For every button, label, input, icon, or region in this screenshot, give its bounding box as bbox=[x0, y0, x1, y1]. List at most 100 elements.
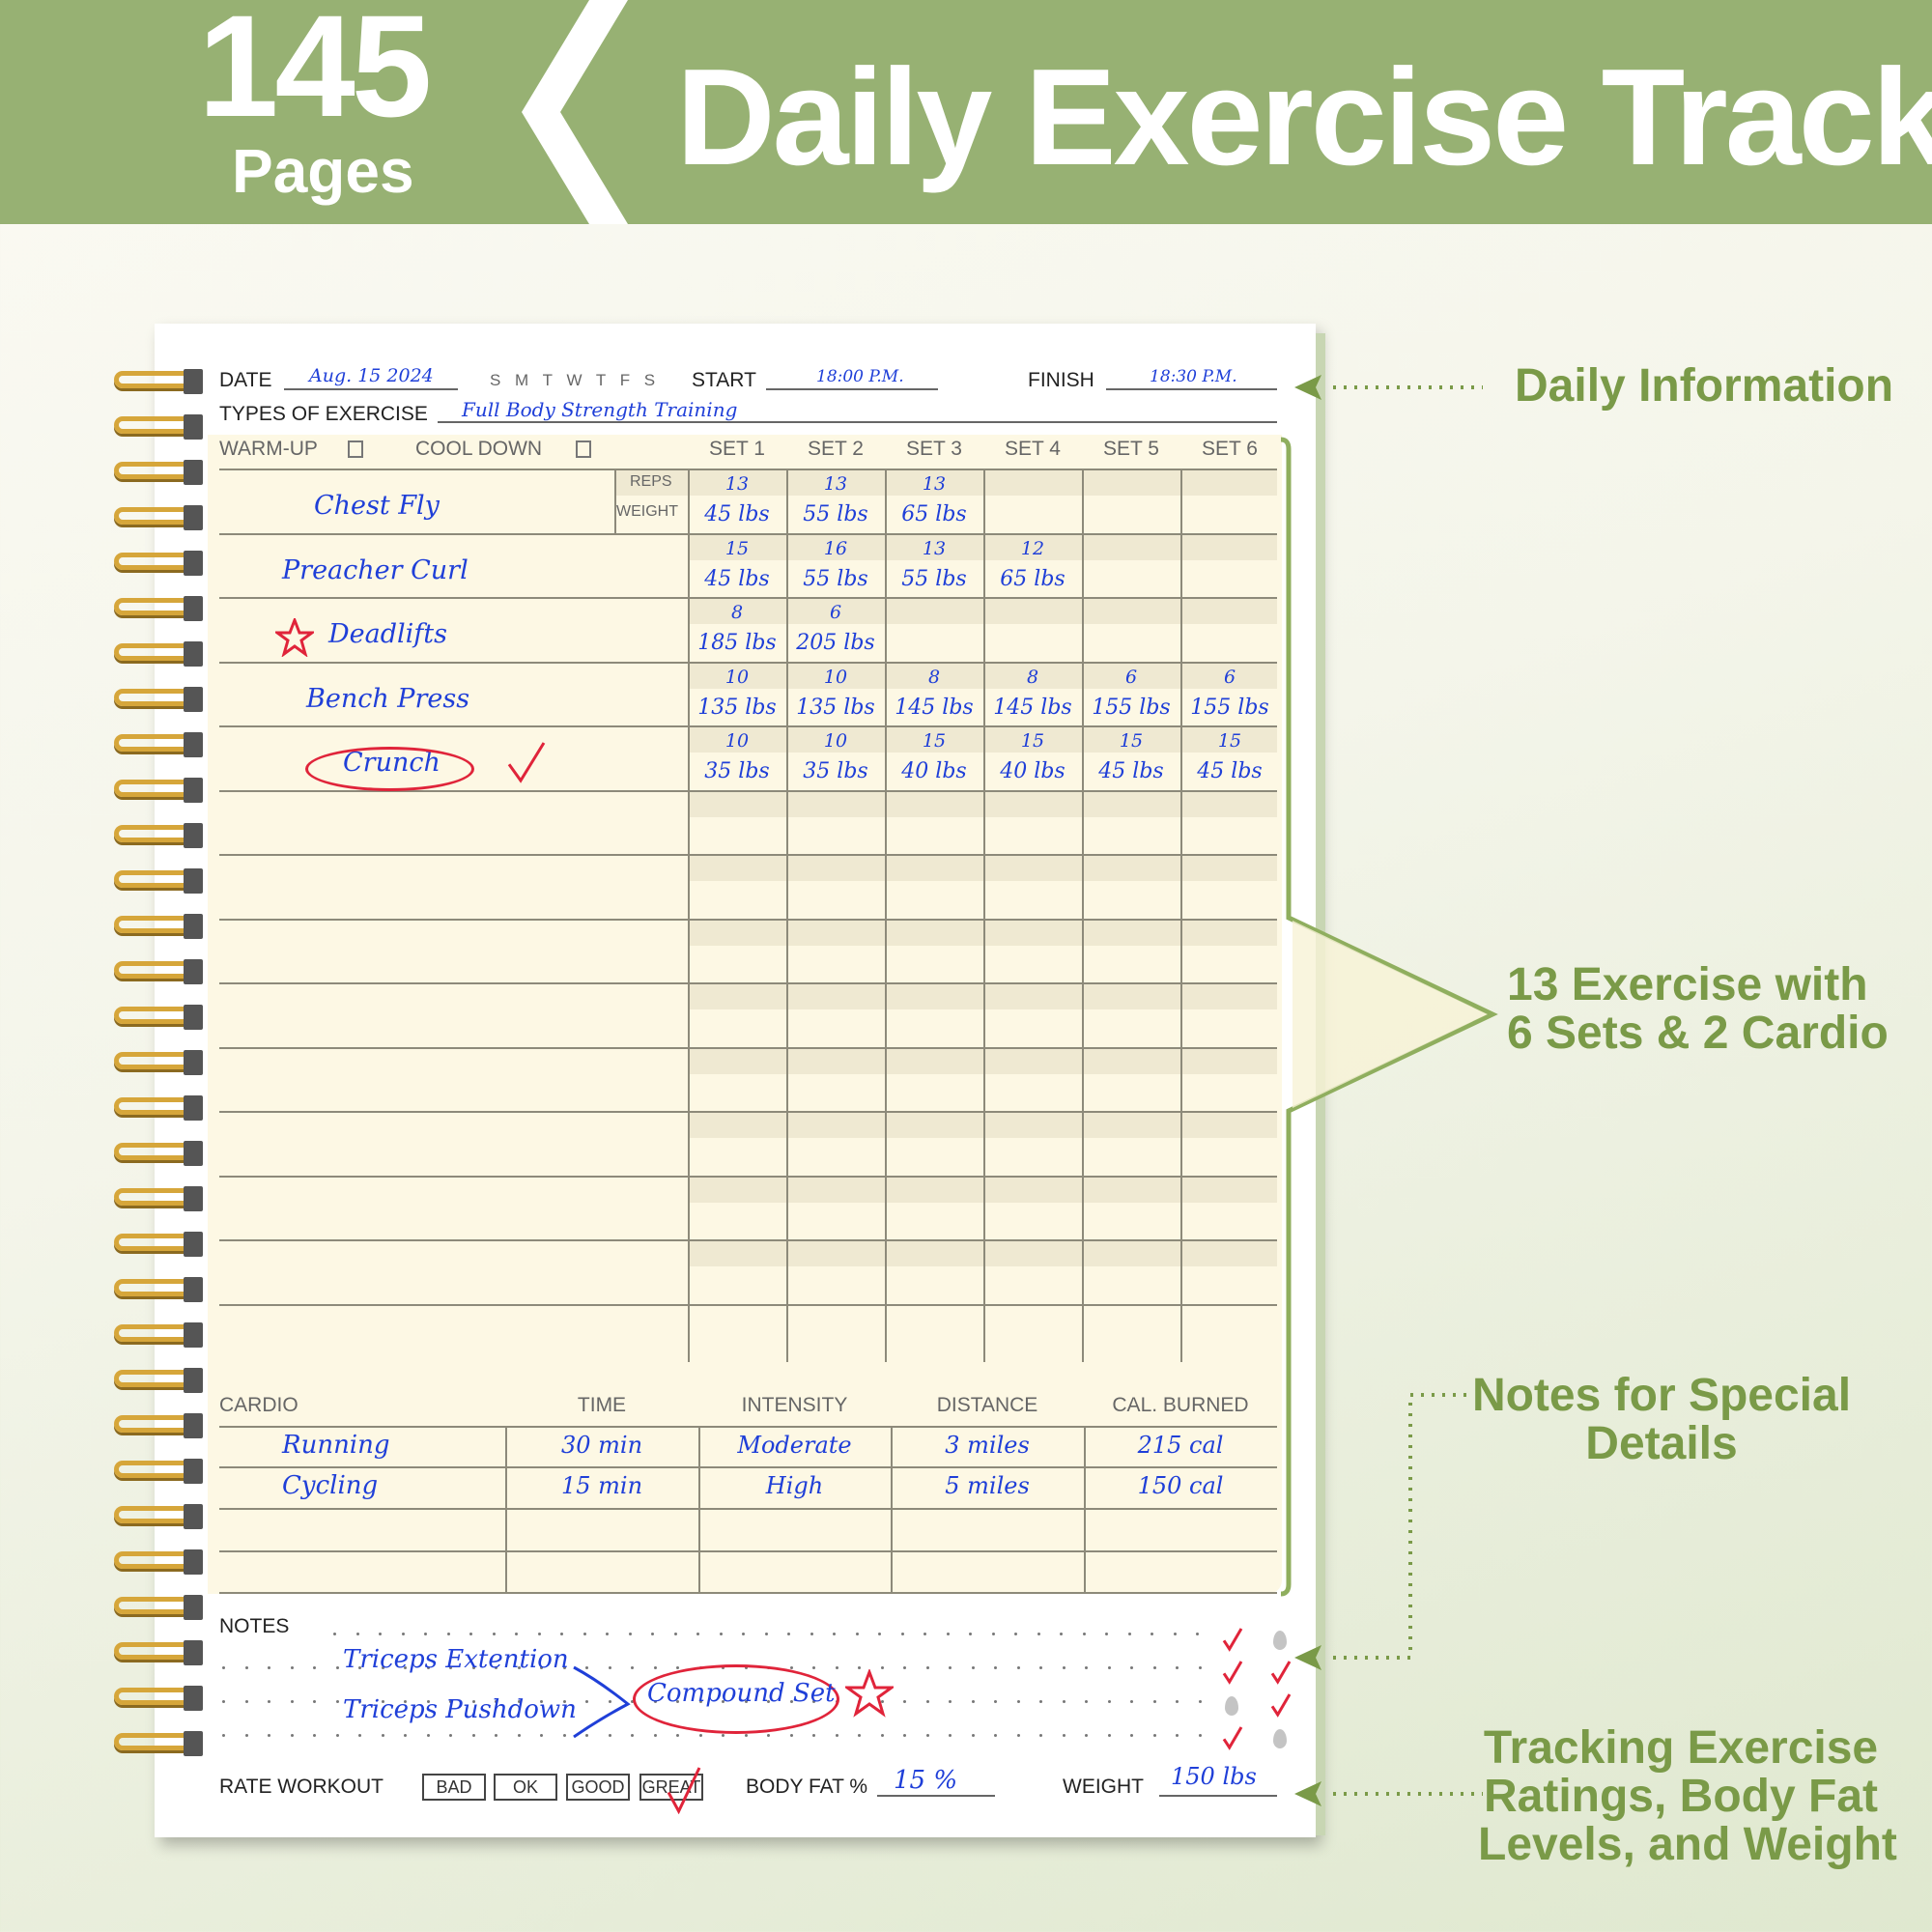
cardio-cell[interactable]: Cycling bbox=[282, 1471, 379, 1500]
reps-value[interactable]: 10 bbox=[724, 730, 750, 752]
annotation-notes-line2: Details bbox=[1585, 1418, 1738, 1469]
reps-value[interactable]: 13 bbox=[724, 473, 750, 495]
reps-value[interactable]: 10 bbox=[823, 730, 848, 752]
reps-value[interactable]: 10 bbox=[724, 666, 750, 688]
dot bbox=[1152, 1666, 1156, 1669]
reps-value[interactable]: 15 bbox=[1119, 730, 1144, 752]
reps-value[interactable]: 15 bbox=[922, 730, 947, 752]
weight-value[interactable]: 55 lbs bbox=[901, 566, 967, 591]
water-drop-icon[interactable] bbox=[1225, 1696, 1238, 1716]
cardio-cell[interactable]: 5 miles bbox=[945, 1472, 1030, 1499]
dot bbox=[835, 1666, 838, 1669]
exercise-name: Deadlifts bbox=[328, 619, 447, 649]
reps-value[interactable]: 8 bbox=[730, 602, 744, 623]
dot bbox=[335, 1666, 339, 1669]
weight-value[interactable]: 55 lbs bbox=[803, 502, 868, 526]
water-check-icon[interactable] bbox=[1222, 1725, 1243, 1750]
weight-value[interactable]: 155 lbs bbox=[1092, 695, 1171, 720]
cardio-cell[interactable]: High bbox=[765, 1472, 824, 1499]
dot bbox=[1107, 1700, 1111, 1703]
dot bbox=[404, 1734, 407, 1737]
weight-value[interactable]: 145 lbs bbox=[993, 695, 1072, 720]
cardio-cell[interactable]: 150 cal bbox=[1137, 1472, 1224, 1499]
dot bbox=[653, 1666, 657, 1669]
reps-value[interactable]: 6 bbox=[829, 602, 842, 623]
dot bbox=[880, 1666, 884, 1669]
dot bbox=[855, 1633, 859, 1635]
spiral-ring bbox=[108, 1273, 205, 1319]
dot bbox=[1085, 1700, 1088, 1703]
water-drop-icon[interactable] bbox=[1273, 1729, 1287, 1748]
reps-value[interactable]: 8 bbox=[1026, 666, 1039, 688]
weight-value[interactable]: 185 lbs bbox=[697, 631, 777, 655]
cardio-cell[interactable]: 215 cal bbox=[1137, 1432, 1224, 1459]
weight-value[interactable]: 45 lbs bbox=[1098, 759, 1164, 783]
spiral-ring bbox=[108, 1409, 205, 1455]
cardio-cell[interactable]: 30 min bbox=[560, 1432, 643, 1459]
reps-value[interactable]: 8 bbox=[927, 666, 941, 688]
spiral-ring bbox=[108, 910, 205, 955]
reps-value[interactable]: 6 bbox=[1223, 666, 1236, 688]
bodyfat-value[interactable]: 15 % bbox=[894, 1766, 958, 1795]
cardio-header: DISTANCE bbox=[936, 1394, 1038, 1416]
reps-value[interactable]: 13 bbox=[823, 473, 848, 495]
weight-value[interactable]: 40 lbs bbox=[1000, 759, 1065, 783]
reps-value[interactable]: 16 bbox=[823, 537, 848, 559]
dot bbox=[764, 1633, 768, 1635]
rating-good[interactable]: GOOD bbox=[566, 1774, 630, 1801]
row-divider bbox=[219, 982, 1277, 984]
rating-ok[interactable]: OK bbox=[494, 1774, 557, 1801]
weight-value[interactable]: 45 lbs bbox=[704, 502, 770, 526]
row-divider bbox=[219, 725, 1277, 727]
weight-value[interactable]: 40 lbs bbox=[901, 759, 967, 783]
weight-value[interactable]: 135 lbs bbox=[697, 695, 777, 720]
weight-value[interactable]: 35 lbs bbox=[704, 759, 770, 783]
cardio-cell[interactable]: 15 min bbox=[560, 1472, 643, 1499]
cardio-cell[interactable]: Running bbox=[282, 1431, 390, 1460]
set-header: SET 1 bbox=[709, 438, 765, 460]
water-check-icon[interactable] bbox=[1222, 1660, 1243, 1685]
reps-value[interactable]: 15 bbox=[1020, 730, 1045, 752]
weight-value[interactable]: 55 lbs bbox=[803, 566, 868, 591]
rating-bad[interactable]: BAD bbox=[422, 1774, 486, 1801]
spiral-ring bbox=[108, 955, 205, 1001]
weight-value[interactable]: 45 lbs bbox=[704, 566, 770, 591]
weight-value[interactable]: 155 lbs bbox=[1190, 695, 1269, 720]
weight-value[interactable]: 65 lbs bbox=[901, 502, 967, 526]
reps-value[interactable]: 15 bbox=[724, 537, 750, 559]
weight-value[interactable]: 35 lbs bbox=[803, 759, 868, 783]
dot bbox=[585, 1734, 588, 1737]
reps-value[interactable]: 15 bbox=[1217, 730, 1242, 752]
weight-value[interactable]: 145 lbs bbox=[895, 695, 974, 720]
reps-value[interactable]: 12 bbox=[1020, 537, 1045, 559]
water-check-icon[interactable] bbox=[1270, 1660, 1292, 1685]
weight-value[interactable]: 45 lbs bbox=[1197, 759, 1263, 783]
set-column-divider bbox=[688, 469, 690, 1362]
water-check-icon[interactable] bbox=[1270, 1692, 1292, 1718]
reps-value[interactable]: 13 bbox=[922, 537, 947, 559]
dot bbox=[1039, 1666, 1042, 1669]
dot bbox=[449, 1700, 452, 1703]
cardio-cell[interactable]: 3 miles bbox=[945, 1432, 1030, 1459]
cardio-row-divider bbox=[219, 1550, 1277, 1552]
water-check-icon[interactable] bbox=[1222, 1627, 1243, 1652]
dot bbox=[495, 1666, 497, 1669]
dot bbox=[971, 1700, 975, 1703]
reps-value[interactable]: 6 bbox=[1124, 666, 1138, 688]
dot bbox=[313, 1666, 316, 1669]
weight-value[interactable]: 150 lbs bbox=[1171, 1763, 1257, 1790]
weight-value[interactable]: 65 lbs bbox=[1000, 566, 1065, 591]
water-drop-icon[interactable] bbox=[1273, 1631, 1287, 1650]
reps-value[interactable]: 13 bbox=[922, 473, 947, 495]
reps-value[interactable]: 10 bbox=[823, 666, 848, 688]
weight-value[interactable]: 135 lbs bbox=[796, 695, 875, 720]
dot bbox=[1152, 1734, 1156, 1737]
weekday-selector[interactable]: S M T W T F S bbox=[490, 371, 661, 389]
cooldown-checkbox[interactable] bbox=[576, 440, 591, 458]
weight-value[interactable]: 205 lbs bbox=[796, 631, 875, 655]
warmup-checkbox[interactable] bbox=[348, 440, 363, 458]
cardio-cell[interactable]: Moderate bbox=[737, 1432, 852, 1459]
set-column-divider bbox=[1082, 469, 1084, 1362]
dot bbox=[949, 1700, 952, 1703]
dot bbox=[698, 1734, 702, 1737]
